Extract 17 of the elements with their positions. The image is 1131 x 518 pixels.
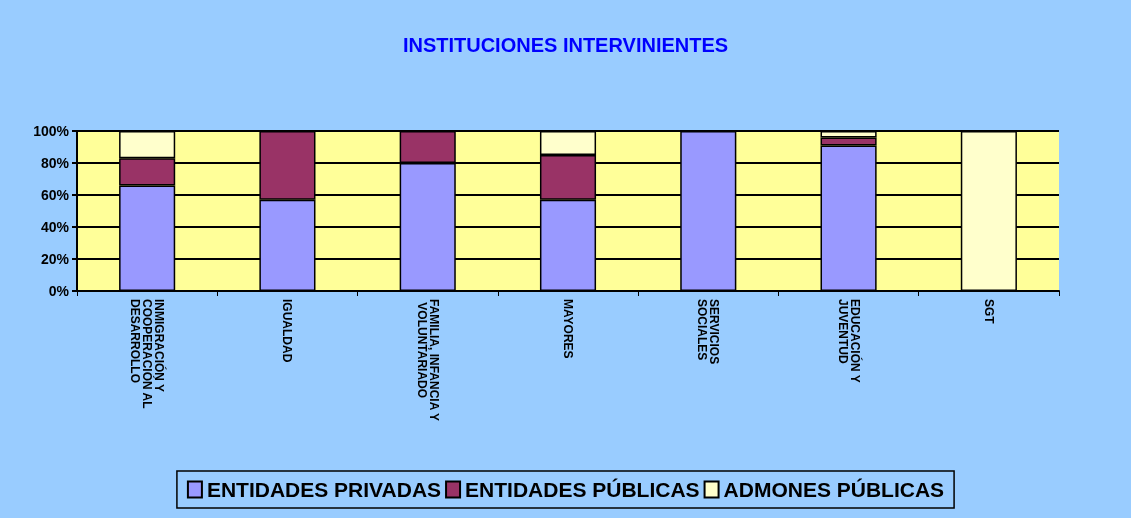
y-tick-label: 0%: [48, 283, 70, 299]
x-tick-label: INMIGRACIÓN Y COOPERACIÓN AL DESARROLLO: [128, 299, 168, 412]
x-tick-label: SGT: [981, 299, 996, 325]
y-tick-label: 60%: [40, 187, 70, 203]
x-tick-label: FAMILIA, INFANCIA Y VOLUNTARIADO: [414, 299, 441, 422]
y-tick-label: 100%: [33, 123, 70, 139]
legend-label: ADMONES PÚBLICAS: [723, 478, 945, 501]
x-tick-label: MAYORES: [561, 299, 575, 359]
x-tick-label: EDUCACIÓN Y JUVENTUD: [835, 299, 863, 386]
y-tick-label: 20%: [40, 251, 70, 267]
legend-label: ENTIDADES PRIVADAS: [206, 478, 442, 501]
legend-label: ENTIDADES PÚBLICAS: [465, 478, 700, 501]
y-tick-label: 80%: [40, 155, 70, 171]
chart-title: INSTITUCIONES INTERVINIENTES: [402, 34, 729, 56]
x-tick-label: SERVICIOS SOCIALES: [695, 299, 722, 368]
x-tick-label: IGUALDAD: [280, 299, 295, 363]
y-tick-label: 40%: [40, 219, 70, 235]
